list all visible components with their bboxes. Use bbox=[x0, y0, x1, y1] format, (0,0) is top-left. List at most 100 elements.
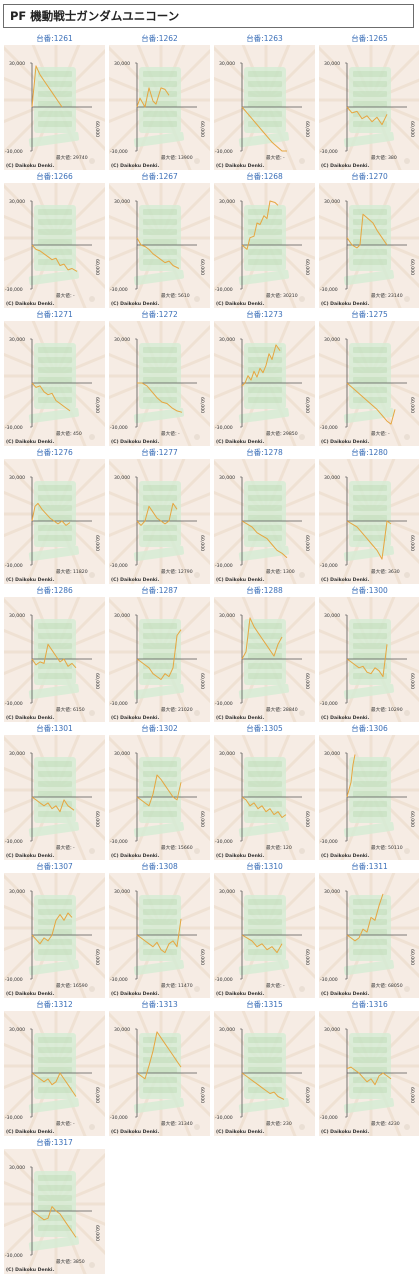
max-value-label: 最大値： bbox=[161, 982, 179, 989]
y-tick-max: 30,000 bbox=[219, 1027, 235, 1033]
x-tick-max: 60,000 bbox=[94, 259, 100, 275]
chart-cell: 台番:1267 30,000 -30,000 60,000 最大値： 5610 (C) Da… bbox=[107, 171, 212, 308]
max-value: 13900 bbox=[178, 155, 193, 161]
machine-number-link[interactable]: 台番:1312 bbox=[36, 1000, 73, 1009]
chart-panel: 30,000 -30,000 60,000 最大値： 450 (C) Daikoku De… bbox=[4, 321, 105, 446]
max-value-label: 最大値： bbox=[266, 982, 284, 989]
machine-number-link[interactable]: 台番:1261 bbox=[36, 34, 73, 43]
machine-number-link[interactable]: 台番:1267 bbox=[141, 172, 178, 181]
data-series-line bbox=[136, 237, 180, 269]
machine-number-link[interactable]: 台番:1273 bbox=[246, 310, 283, 319]
machine-number-link[interactable]: 台番:1313 bbox=[141, 1000, 178, 1009]
max-value-label: 最大値： bbox=[371, 154, 389, 161]
line-chart: 30,000 -30,000 60,000 最大値：29850 (C) Daikoku … bbox=[214, 321, 315, 446]
y-tick-min: -30,000 bbox=[215, 701, 233, 707]
copyright-text: (C) Daikoku Denki. bbox=[6, 163, 54, 169]
x-tick-max: 60,000 bbox=[199, 673, 205, 689]
chart-cell: 台番:1300 30,000 -30,000 60,000 最大値： 10290 (C) D… bbox=[317, 585, 419, 722]
machine-number-link[interactable]: 台番:1268 bbox=[246, 172, 283, 181]
chart-panel: 30,000 -30,000 60,000 最大値： - (C) Daikoku Denk… bbox=[4, 1011, 105, 1136]
line-chart: 30,000 -30,000 60,000 最大値：380 (C) Daikoku De… bbox=[319, 45, 419, 170]
data-series-line bbox=[241, 106, 287, 152]
machine-number-link[interactable]: 台番:1275 bbox=[351, 310, 388, 319]
machine-number-link[interactable]: 台番:1287 bbox=[141, 586, 178, 595]
machine-number-link[interactable]: 台番:1316 bbox=[351, 1000, 388, 1009]
line-chart: 30,000 -30,000 60,000 最大値：6150 (C) Daikoku D… bbox=[4, 597, 105, 722]
y-tick-max: 30,000 bbox=[114, 199, 130, 205]
copyright-text: (C) Daikoku Denki. bbox=[216, 301, 264, 307]
max-value-label: 最大値： bbox=[161, 706, 179, 713]
line-chart: 30,000 -30,000 60,000 最大値：30210 (C) Daikoku … bbox=[214, 183, 315, 308]
machine-number-link[interactable]: 台番:1266 bbox=[36, 172, 73, 181]
machine-number-link[interactable]: 台番:1306 bbox=[351, 724, 388, 733]
max-value-label: 最大値： bbox=[161, 292, 179, 299]
machine-number-link[interactable]: 台番:1305 bbox=[246, 724, 283, 733]
chart-cell: 台番:1287 30,000 -30,000 60,000 最大値： 21020 (C) D… bbox=[107, 585, 212, 722]
y-tick-max: 30,000 bbox=[219, 613, 235, 619]
machine-number-link[interactable]: 台番:1276 bbox=[36, 448, 73, 457]
chart-cell: 台番:1305 30,000 -30,000 60,000 最大値： 120 (C) Dai… bbox=[212, 723, 317, 860]
y-tick-min: -30,000 bbox=[110, 287, 128, 293]
y-tick-min: -30,000 bbox=[215, 839, 233, 845]
machine-number-link[interactable]: 台番:1300 bbox=[351, 586, 388, 595]
max-value: - bbox=[388, 432, 390, 437]
machine-number-link[interactable]: 台番:1307 bbox=[36, 862, 73, 871]
chart-cell: 台番:1301 30,000 -30,000 60,000 最大値： - (C) Daiko… bbox=[2, 723, 107, 860]
copyright-text: (C) Daikoku Denki. bbox=[6, 301, 54, 307]
y-tick-max: 30,000 bbox=[219, 889, 235, 895]
y-tick-min: -30,000 bbox=[110, 977, 128, 983]
y-tick-max: 30,000 bbox=[219, 337, 235, 343]
y-tick-max: 30,000 bbox=[9, 337, 25, 343]
machine-number-link[interactable]: 台番:1270 bbox=[351, 172, 388, 181]
machine-number-link[interactable]: 台番:1277 bbox=[141, 448, 178, 457]
max-value: - bbox=[283, 984, 285, 989]
x-tick-max: 60,000 bbox=[94, 949, 100, 965]
machine-illustration bbox=[133, 205, 200, 302]
copyright-text: (C) Daikoku Denki. bbox=[6, 1129, 54, 1135]
y-tick-min: -30,000 bbox=[215, 563, 233, 569]
max-value-label: 最大値： bbox=[56, 430, 74, 437]
machine-number-link[interactable]: 台番:1272 bbox=[141, 310, 178, 319]
chart-cell: 台番:1288 30,000 -30,000 60,000 最大値： 28840 (C) D… bbox=[212, 585, 317, 722]
chart-cell: 台番:1312 30,000 -30,000 60,000 最大値： - (C) Daiko… bbox=[2, 999, 107, 1136]
machine-number-link[interactable]: 台番:1301 bbox=[36, 724, 73, 733]
machine-number-link[interactable]: 台番:1302 bbox=[141, 724, 178, 733]
machine-number-link[interactable]: 台番:1315 bbox=[246, 1000, 283, 1009]
line-chart: 30,000 -30,000 60,000 最大値：11470 (C) Daikoku … bbox=[109, 873, 210, 998]
machine-number-link[interactable]: 台番:1271 bbox=[36, 310, 73, 319]
copyright-text: (C) Daikoku Denki. bbox=[321, 577, 369, 583]
machine-number-link[interactable]: 台番:1280 bbox=[351, 448, 388, 457]
max-value-label: 最大値： bbox=[56, 982, 74, 989]
data-series-line bbox=[346, 382, 396, 425]
line-chart: 30,000 -30,000 60,000 最大値：- (C) Daikoku Denk… bbox=[214, 873, 315, 998]
machine-number-link[interactable]: 台番:1286 bbox=[36, 586, 73, 595]
chart-cell: 台番:1315 30,000 -30,000 60,000 最大値： 230 (C) Dai… bbox=[212, 999, 317, 1136]
copyright-text: (C) Daikoku Denki. bbox=[6, 439, 54, 445]
data-series-line bbox=[31, 1206, 77, 1238]
machine-number-link[interactable]: 台番:1311 bbox=[351, 862, 388, 871]
max-value: 50110 bbox=[388, 845, 403, 851]
x-tick-max: 60,000 bbox=[304, 121, 310, 137]
line-chart: 30,000 -30,000 60,000 最大値：15660 (C) Daikoku … bbox=[109, 735, 210, 860]
y-tick-max: 30,000 bbox=[9, 1165, 25, 1171]
machine-illustration bbox=[238, 67, 305, 164]
y-tick-max: 30,000 bbox=[324, 1027, 340, 1033]
machine-number-link[interactable]: 台番:1265 bbox=[351, 34, 388, 43]
y-tick-min: -30,000 bbox=[110, 701, 128, 707]
machine-number-link[interactable]: 台番:1288 bbox=[246, 586, 283, 595]
machine-number-link[interactable]: 台番:1278 bbox=[246, 448, 283, 457]
max-value: - bbox=[73, 294, 75, 299]
machine-number-link[interactable]: 台番:1263 bbox=[246, 34, 283, 43]
machine-number-link[interactable]: 台番:1310 bbox=[246, 862, 283, 871]
max-value: 31340 bbox=[178, 1121, 193, 1127]
max-value: 68050 bbox=[388, 983, 403, 989]
line-chart: 30,000 -30,000 60,000 最大値：- (C) Daikoku Denk… bbox=[214, 45, 315, 170]
machine-number-link[interactable]: 台番:1317 bbox=[36, 1138, 73, 1147]
copyright-text: (C) Daikoku Denki. bbox=[216, 163, 264, 169]
chart-panel: 30,000 -30,000 60,000 最大値： 68050 (C) Daikoku … bbox=[319, 873, 419, 998]
machine-number-link[interactable]: 台番:1308 bbox=[141, 862, 178, 871]
machine-illustration bbox=[343, 619, 410, 716]
data-series-line bbox=[241, 934, 283, 954]
chart-panel: 30,000 -30,000 60,000 最大値： 23140 (C) Daikoku … bbox=[319, 183, 419, 308]
machine-number-link[interactable]: 台番:1262 bbox=[141, 34, 178, 43]
